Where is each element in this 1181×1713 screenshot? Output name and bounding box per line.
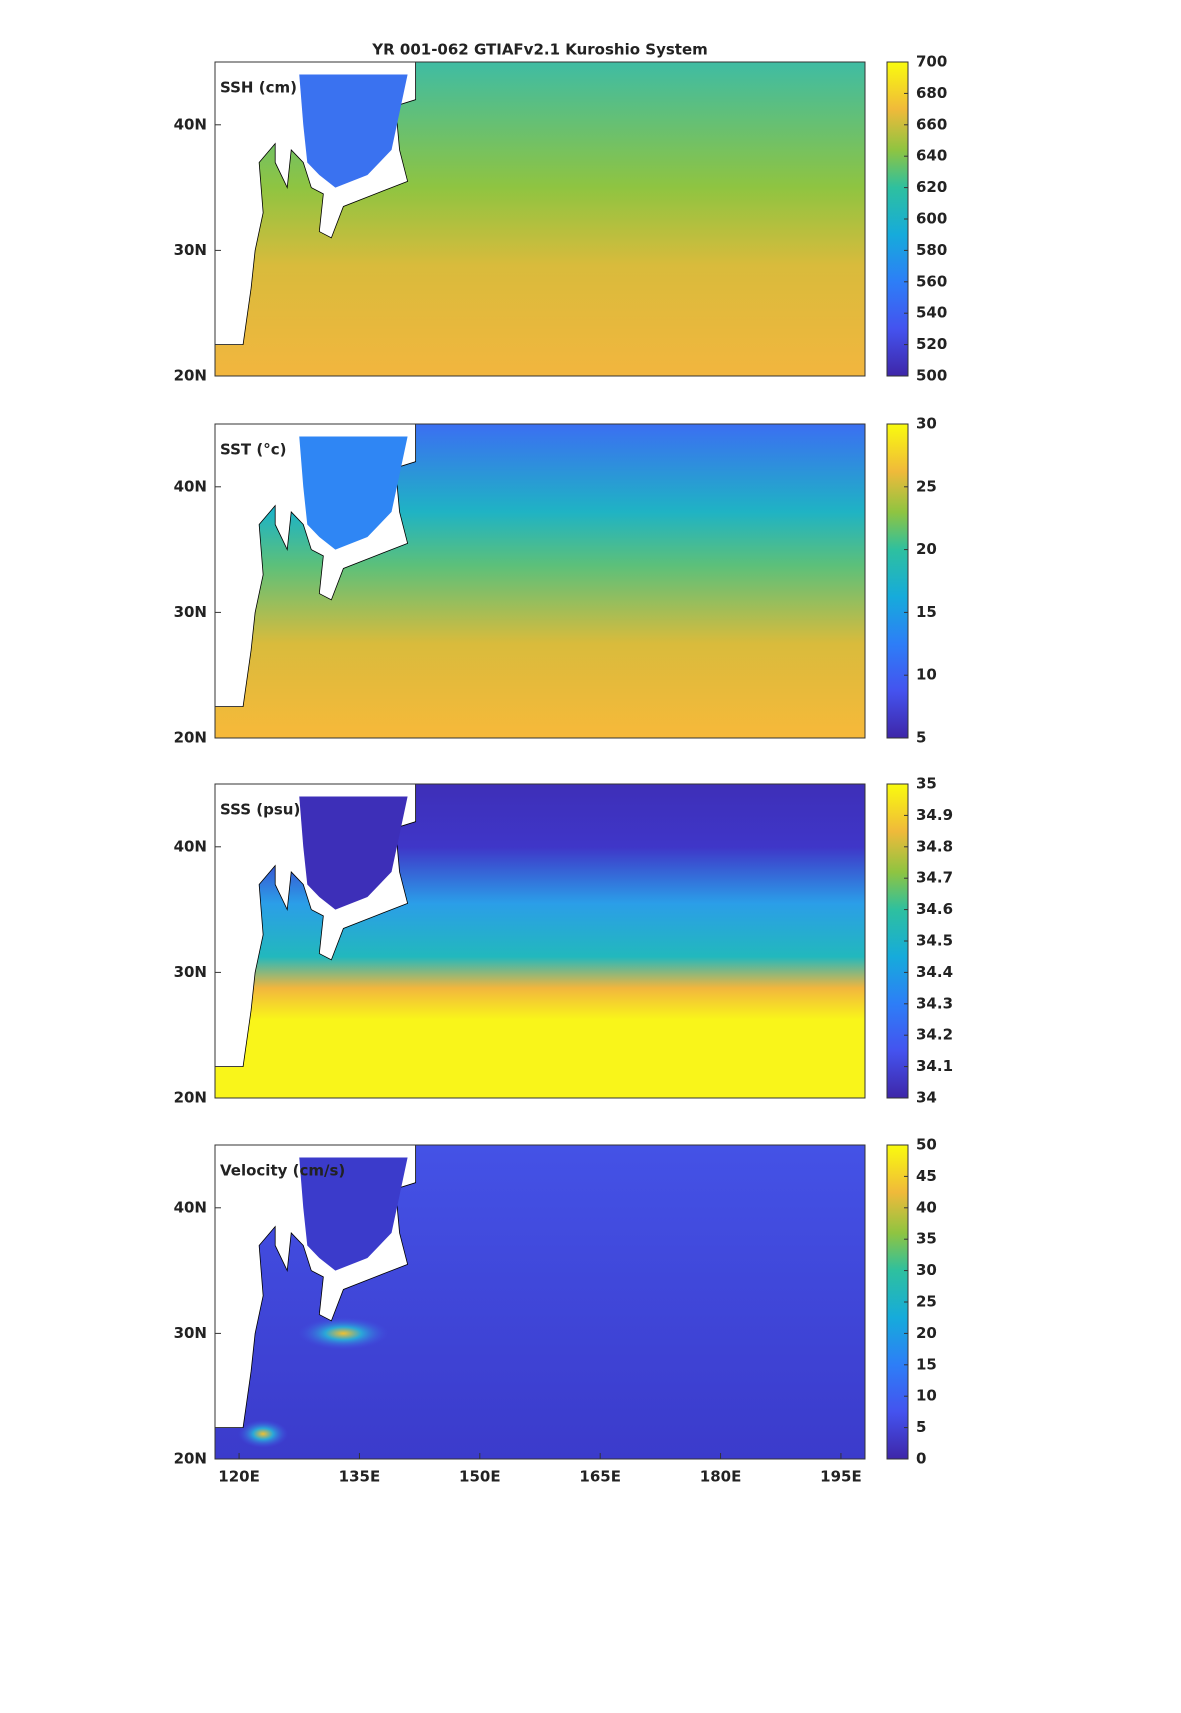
figure-title: YR 001-062 GTIAFv2.1 Kuroshio System <box>371 41 708 59</box>
colorbar-tick-label: 25 <box>916 1293 937 1311</box>
current-jet <box>298 1317 389 1350</box>
colorbar-tick-label: 34.3 <box>916 994 953 1012</box>
colorbar-tick-label: 45 <box>916 1167 937 1185</box>
panel: SSS (psu) 20N 30N 40N 34 34.1 34.2 34.3 34.4 34.5… <box>174 775 953 1107</box>
panel: SSH (cm) YR 001-062 GTIAFv2.1 Kuroshio Sy… <box>174 41 948 385</box>
colorbar-tick-label: 35 <box>916 775 937 793</box>
marginal-sea <box>299 74 408 188</box>
panel-label: SSH (cm) <box>220 79 297 97</box>
colorbar-tick-label: 15 <box>916 603 937 621</box>
colorbar-tick-label: 34.6 <box>916 900 953 918</box>
colorbar-tick-label: 10 <box>916 666 937 684</box>
y-tick-label: 40N <box>174 477 207 495</box>
colorbar-tick-label: 10 <box>916 1387 937 1405</box>
colorbar-tick-label: 50 <box>916 1136 937 1154</box>
panel: SST (°c) 20N 30N 40N 5 10 15 20 25 30 <box>174 415 937 747</box>
colorbar-tick-label: 580 <box>916 241 947 259</box>
y-tick-label: 30N <box>174 1324 207 1342</box>
y-tick-label: 30N <box>174 603 207 621</box>
plot-frame <box>214 783 866 1099</box>
y-tick-label: 20N <box>174 1450 207 1468</box>
colorbar-tick-label: 5 <box>916 1418 926 1436</box>
colorbar-tick-label: 15 <box>916 1355 937 1373</box>
colorbar-tick-label: 34 <box>916 1089 937 1107</box>
marginal-sea <box>299 1157 408 1271</box>
x-tick-label: 135E <box>339 1468 381 1486</box>
colorbar-tick-label: 700 <box>916 53 947 71</box>
y-tick-label: 30N <box>174 241 207 259</box>
y-tick-label: 20N <box>174 729 207 747</box>
colorbar-tick-label: 34.8 <box>916 837 953 855</box>
x-tick-label: 195E <box>820 1468 862 1486</box>
x-tick-label: 165E <box>579 1468 621 1486</box>
x-tick-label: 150E <box>459 1468 501 1486</box>
panel-label: SST (°c) <box>220 441 287 459</box>
x-tick-label: 120E <box>218 1468 260 1486</box>
marginal-sea <box>299 436 408 550</box>
colorbar-tick-label: 34.5 <box>916 932 953 950</box>
colorbar-tick-label: 30 <box>916 415 937 433</box>
colorbar-tick-label: 620 <box>916 178 947 196</box>
colorbar <box>886 423 909 739</box>
colorbar-tick-label: 520 <box>916 335 947 353</box>
colorbar-tick-label: 600 <box>916 210 947 228</box>
panel-label: Velocity (cm/s) <box>220 1162 345 1180</box>
y-tick-label: 40N <box>174 115 207 133</box>
colorbar-tick-label: 20 <box>916 1324 937 1342</box>
colorbar-tick-label: 660 <box>916 115 947 133</box>
y-tick-label: 20N <box>174 1089 207 1107</box>
colorbar-tick-label: 34.9 <box>916 806 953 824</box>
colorbar-tick-label: 20 <box>916 540 937 558</box>
y-tick-label: 20N <box>174 367 207 385</box>
colorbar-tick-label: 34.1 <box>916 1057 953 1075</box>
colorbar-tick-label: 0 <box>916 1450 926 1468</box>
colorbar-tick-label: 500 <box>916 367 947 385</box>
colorbar-tick-label: 34.7 <box>916 869 953 887</box>
colorbar-tick-label: 25 <box>916 477 937 495</box>
colorbar-tick-label: 5 <box>916 729 926 747</box>
panel: Velocity (cm/s) 20N 30N 40N 120E 135E 150E 165E… <box>174 1136 937 1486</box>
x-tick-label: 180E <box>700 1468 742 1486</box>
panel-label: SSS (psu) <box>220 801 300 819</box>
colorbar-tick-label: 34.4 <box>916 963 953 981</box>
colorbar-tick-label: 35 <box>916 1230 937 1248</box>
y-tick-label: 40N <box>174 1198 207 1216</box>
colorbar-tick-label: 540 <box>916 304 947 322</box>
plot-frame <box>214 1144 866 1460</box>
colorbar-tick-label: 40 <box>916 1198 937 1216</box>
plot-frame <box>214 61 866 377</box>
current-jet <box>238 1419 289 1448</box>
marginal-sea <box>299 796 408 910</box>
y-tick-label: 40N <box>174 837 207 855</box>
colorbar-tick-label: 30 <box>916 1261 937 1279</box>
colorbar-tick-label: 560 <box>916 272 947 290</box>
colorbar-tick-label: 640 <box>916 147 947 165</box>
colorbar-tick-label: 680 <box>916 84 947 102</box>
y-tick-label: 30N <box>174 963 207 981</box>
colorbar-tick-label: 34.2 <box>916 1026 953 1044</box>
plot-frame <box>214 423 866 739</box>
